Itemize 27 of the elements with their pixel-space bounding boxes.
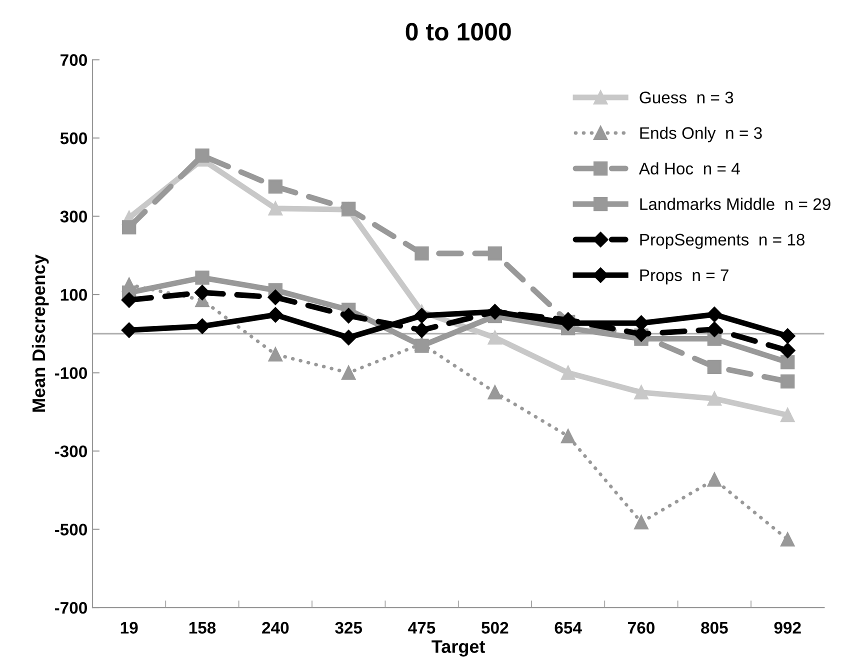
legend-label: Ends Only n = 3 bbox=[640, 126, 762, 142]
x-tick-label: 475 bbox=[408, 622, 436, 634]
x-axis-title: Target bbox=[432, 640, 486, 657]
y-tick-label: 100 bbox=[60, 288, 87, 301]
y-tick-label: 700 bbox=[60, 54, 87, 66]
x-tick-label: 760 bbox=[628, 622, 654, 634]
y-tick-label: 300 bbox=[60, 210, 87, 222]
x-tick-label: 158 bbox=[189, 622, 216, 634]
x-tick-label: 805 bbox=[701, 622, 728, 634]
x-tick-label: 19 bbox=[120, 622, 138, 634]
legend-label: PropSegments n = 18 bbox=[640, 234, 804, 249]
chart-title: 0 to 1000 bbox=[406, 22, 511, 41]
y-tick-label: -500 bbox=[54, 524, 87, 536]
y-tick-label: -100 bbox=[54, 367, 87, 379]
x-tick-label: 992 bbox=[774, 622, 801, 634]
x-tick-label: 240 bbox=[262, 622, 289, 634]
legend-label: Landmarks Middle n = 29 bbox=[640, 198, 830, 210]
x-tick-label: 325 bbox=[335, 622, 362, 634]
legend-label: Guess n = 3 bbox=[640, 92, 734, 104]
x-tick-label: 654 bbox=[554, 622, 582, 634]
y-axis-title: Mean Discrepency bbox=[32, 254, 49, 412]
y-tick-label: 500 bbox=[60, 132, 87, 144]
legend-label: Ad Hoc n = 4 bbox=[638, 162, 740, 175]
x-tick-label: 502 bbox=[482, 622, 508, 634]
legend-label: Props n = 7 bbox=[640, 269, 728, 284]
y-tick-label: -300 bbox=[54, 445, 87, 458]
y-tick-label: -700 bbox=[54, 602, 87, 614]
